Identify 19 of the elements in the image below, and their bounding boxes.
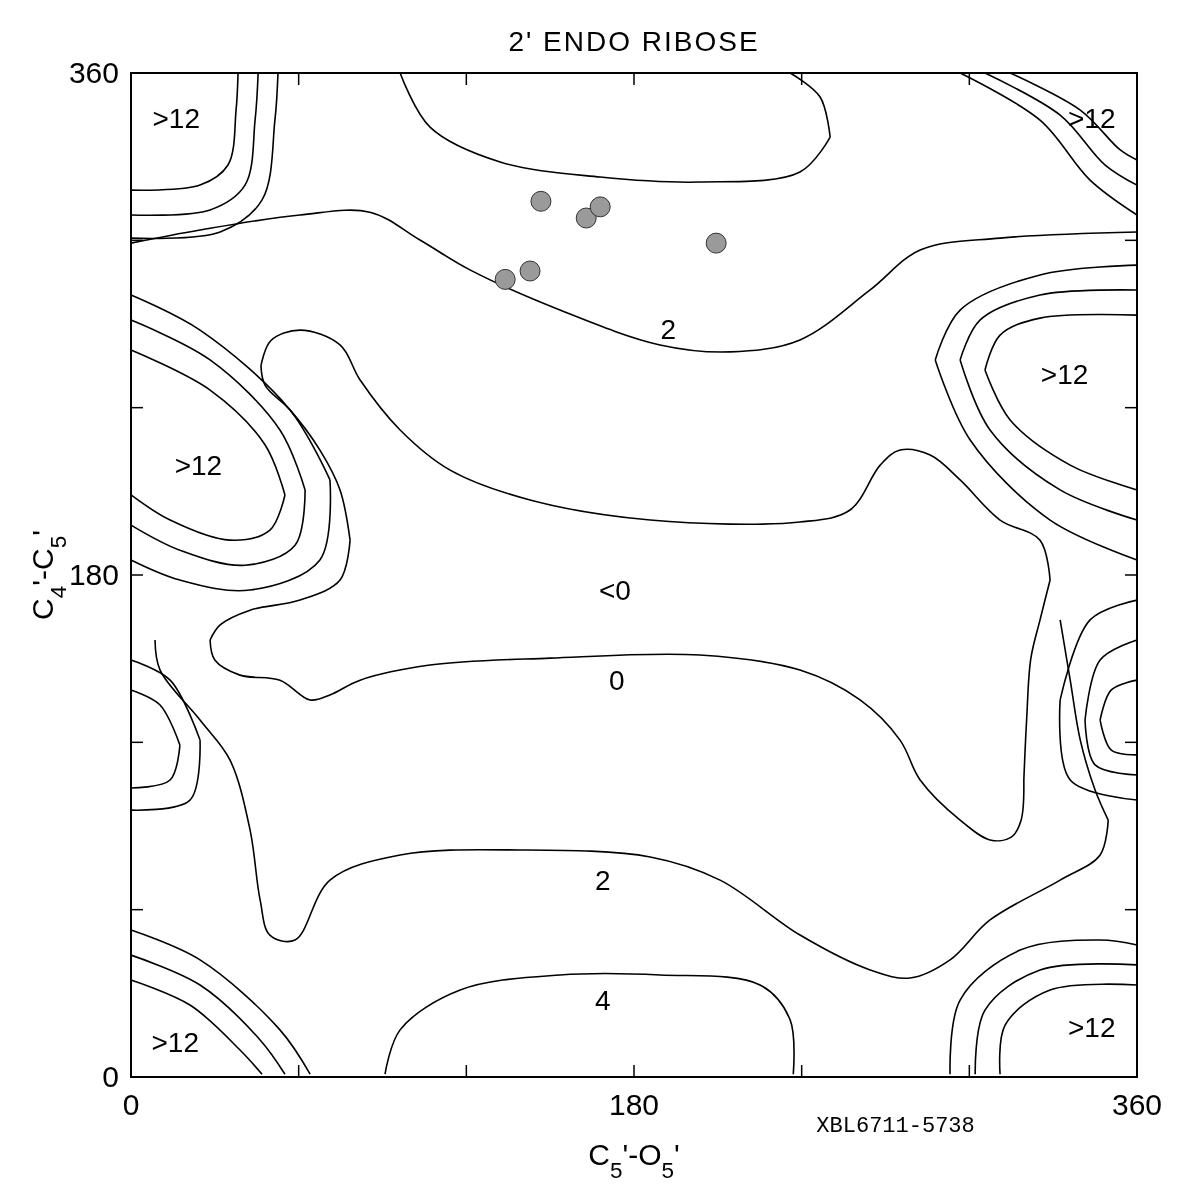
y-tick-label: 360 [68,56,119,89]
x-tick-label: 360 [1111,1088,1163,1121]
annotation: <0 [598,575,631,607]
y-tick-label: 180 [68,558,119,591]
annotation: >12 [151,1026,200,1058]
annotation: 0 [609,665,625,697]
chart-title: 2' ENDO RIBOSE [508,26,760,57]
annotation: >12 [174,449,223,481]
x-tick-label: 0 [122,1088,140,1121]
annotation: >12 [1067,1011,1116,1043]
y-tick-label: 0 [102,1060,119,1093]
annotation: >12 [1040,359,1089,391]
annotation: 2 [660,314,676,346]
x-tick-label: 180 [608,1088,660,1121]
annotation: >12 [152,103,201,135]
x-axis-title: C$_{5}$'-O$_{5}$' [588,1138,680,1183]
text: XBL6711-5738 [816,1114,975,1140]
annotation: 2 [595,865,611,897]
annotation: 4 [595,984,611,1016]
